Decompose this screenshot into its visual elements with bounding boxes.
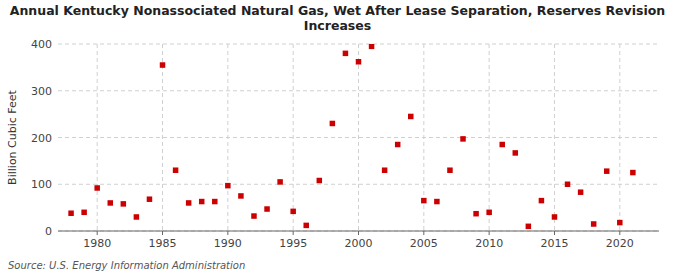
x-grid-line	[619, 44, 620, 231]
point	[630, 170, 636, 176]
x-grid-line	[97, 44, 98, 231]
point	[343, 51, 349, 57]
point	[460, 136, 466, 142]
point	[108, 200, 114, 206]
point	[473, 211, 479, 217]
point	[251, 213, 257, 219]
point	[303, 223, 309, 229]
point	[434, 199, 440, 205]
point	[591, 221, 597, 227]
point	[382, 167, 388, 173]
point	[81, 210, 87, 216]
y-tick-label: 100	[31, 178, 52, 191]
x-tick	[423, 231, 424, 235]
point	[499, 142, 505, 148]
point	[486, 210, 492, 216]
point	[264, 206, 270, 212]
point	[513, 150, 519, 156]
point	[290, 209, 296, 215]
x-tick-label: 2015	[540, 237, 568, 250]
point	[238, 193, 244, 199]
x-grid-line	[293, 44, 294, 231]
x-grid-line	[489, 44, 490, 231]
x-tick-label: 2010	[475, 237, 503, 250]
point	[94, 185, 100, 191]
point	[408, 114, 414, 120]
point	[186, 200, 192, 206]
x-grid-line	[162, 44, 163, 231]
x-tick-label: 2020	[606, 237, 634, 250]
point	[539, 198, 545, 204]
point	[617, 220, 623, 226]
point	[395, 142, 401, 148]
point	[604, 168, 610, 174]
x-tick-label: 2005	[410, 237, 438, 250]
point	[225, 183, 231, 189]
x-grid-line	[358, 44, 359, 231]
x-axis-line	[58, 231, 659, 232]
source-note: Source: U.S. Energy Information Administ…	[8, 260, 245, 271]
x-tick	[293, 231, 294, 235]
point	[212, 199, 218, 205]
x-tick	[227, 231, 228, 235]
x-grid-line	[554, 44, 555, 231]
x-tick	[619, 231, 620, 235]
title: Annual Kentucky Nonassociated Natural Ga…	[10, 3, 665, 33]
point	[356, 59, 362, 65]
point	[552, 214, 558, 220]
point	[369, 44, 375, 49]
point	[447, 167, 453, 173]
x-tick-label: 1985	[149, 237, 177, 250]
x-grid-line	[227, 44, 228, 231]
y-axis-label: Billion Cubic Feet	[6, 89, 19, 184]
point	[526, 224, 532, 230]
x-tick	[162, 231, 163, 235]
x-tick	[489, 231, 490, 235]
y-tick-label: 0	[45, 225, 52, 238]
point	[578, 189, 584, 195]
grid	[58, 44, 659, 231]
x-tick	[358, 231, 359, 235]
point	[421, 198, 427, 204]
x-tick	[97, 231, 98, 235]
point	[173, 167, 179, 173]
point	[160, 62, 166, 68]
point	[121, 201, 127, 207]
point	[277, 179, 283, 185]
y-tick-label: 300	[31, 85, 52, 98]
y-tick-label: 200	[31, 132, 52, 145]
point	[199, 199, 205, 205]
chart: Annual Kentucky Nonassociated Natural Ga…	[0, 0, 675, 275]
y-grid-line	[58, 231, 659, 232]
y-tick-label: 400	[31, 38, 52, 51]
x-tick-label: 1980	[83, 237, 111, 250]
x-tick	[554, 231, 555, 235]
point	[317, 178, 323, 184]
point	[134, 214, 140, 220]
x-tick-label: 1990	[214, 237, 242, 250]
point	[565, 182, 571, 188]
point	[147, 196, 153, 202]
y-grid-line	[58, 90, 659, 91]
points	[68, 44, 635, 229]
point	[68, 210, 74, 216]
x-tick-label: 2000	[345, 237, 373, 250]
point	[330, 121, 336, 127]
x-tick-label: 1995	[279, 237, 307, 250]
